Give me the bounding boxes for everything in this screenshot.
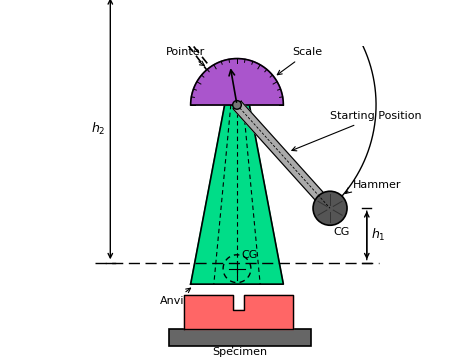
Text: $h_1$: $h_1$ <box>372 227 386 243</box>
Circle shape <box>313 191 347 225</box>
Text: Pointer: Pointer <box>166 47 205 66</box>
Bar <box>169 329 311 346</box>
Text: CG: CG <box>242 250 258 260</box>
Text: End of
Swing: End of Swing <box>0 358 1 359</box>
Polygon shape <box>233 101 334 212</box>
Polygon shape <box>184 295 292 329</box>
Text: Starting Position: Starting Position <box>292 112 421 151</box>
Polygon shape <box>191 59 283 105</box>
Text: Hammer: Hammer <box>353 180 402 190</box>
Text: CG: CG <box>333 227 349 237</box>
Text: Specimen: Specimen <box>212 348 268 358</box>
Text: $h_2$: $h_2$ <box>91 121 106 137</box>
Text: Anvil: Anvil <box>160 288 191 306</box>
Polygon shape <box>191 105 283 284</box>
Text: Scale: Scale <box>277 47 323 75</box>
Circle shape <box>233 101 241 109</box>
